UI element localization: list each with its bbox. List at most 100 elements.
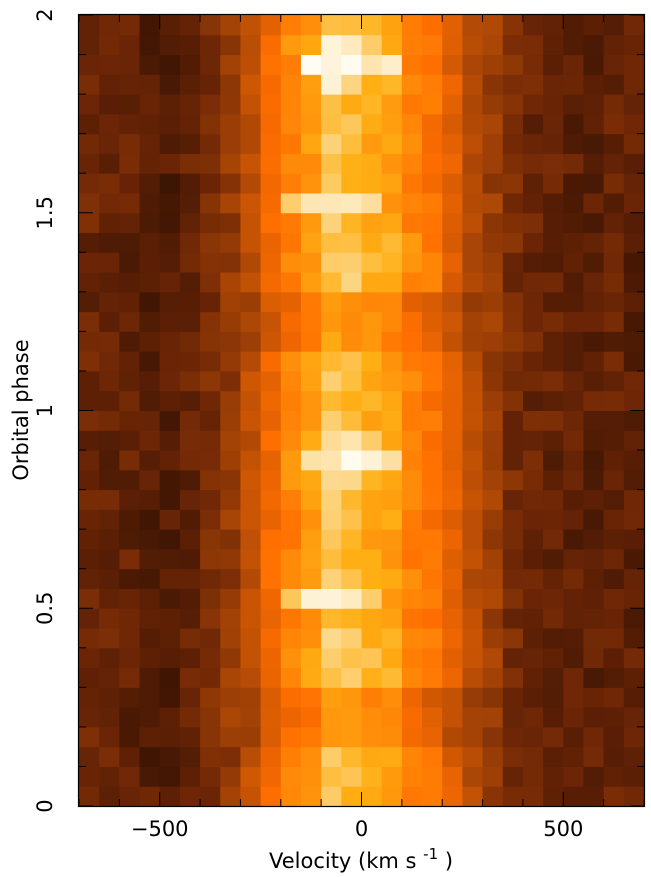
heatmap-cell xyxy=(179,94,201,115)
heatmap-cell xyxy=(361,410,383,431)
heatmap-cell xyxy=(99,15,120,36)
heatmap-cell xyxy=(401,311,423,332)
heatmap-cell xyxy=(321,786,342,807)
heatmap-cell xyxy=(563,232,584,253)
heatmap-cell xyxy=(401,450,423,471)
heatmap-cell xyxy=(159,153,181,174)
heatmap-cell xyxy=(119,34,141,56)
heatmap-cell xyxy=(361,746,383,767)
heatmap-cell xyxy=(260,450,282,471)
heatmap-cell xyxy=(79,331,100,352)
heatmap-cell xyxy=(119,687,141,708)
heatmap-cell xyxy=(623,608,645,629)
heatmap-cell xyxy=(79,568,100,589)
heatmap-cell xyxy=(502,588,524,609)
heatmap-cell xyxy=(260,212,282,234)
heatmap-cell xyxy=(401,153,423,174)
heatmap-cell xyxy=(603,489,625,510)
heatmap-cell xyxy=(220,548,241,570)
heatmap-cell xyxy=(139,34,161,56)
heatmap-cell xyxy=(462,291,484,313)
heatmap-cell xyxy=(623,291,645,313)
heatmap-cell xyxy=(381,272,403,293)
heatmap-cell xyxy=(583,192,605,214)
y-tick-label: 0.5 xyxy=(33,592,57,625)
heatmap-cell xyxy=(119,608,141,629)
heatmap-cell xyxy=(543,113,564,135)
heatmap-cell xyxy=(583,726,605,748)
heatmap-cell xyxy=(79,410,100,431)
heatmap-cell xyxy=(563,647,584,669)
heatmap-cell xyxy=(220,786,241,807)
heatmap-cell xyxy=(502,489,524,510)
heatmap-cell xyxy=(220,529,241,550)
heatmap-cell xyxy=(583,529,605,550)
heatmap-cell xyxy=(341,469,362,491)
heatmap-cell xyxy=(543,153,564,174)
heatmap-cell xyxy=(99,370,120,392)
heatmap-cell xyxy=(442,568,463,589)
heatmap-cells xyxy=(79,15,645,807)
x-tick-label: 500 xyxy=(543,817,583,841)
heatmap-cell xyxy=(442,192,463,214)
heatmap-cell xyxy=(220,252,241,273)
heatmap-cell xyxy=(119,173,141,194)
heatmap-cell xyxy=(99,212,120,234)
heatmap-cell xyxy=(341,94,362,115)
heatmap-cell xyxy=(482,667,504,688)
heatmap-cell xyxy=(79,489,100,510)
heatmap-cell xyxy=(119,351,141,372)
heatmap-cell xyxy=(119,311,141,332)
heatmap-cell xyxy=(300,54,322,75)
heatmap-cell xyxy=(240,608,262,629)
heatmap-cell xyxy=(563,469,584,491)
heatmap-cell xyxy=(159,133,181,154)
heatmap-cell xyxy=(422,34,443,56)
heatmap-cell xyxy=(583,588,605,609)
heatmap-cell xyxy=(522,588,544,609)
heatmap-cell xyxy=(543,94,564,115)
heatmap-cell xyxy=(623,252,645,273)
heatmap-cell xyxy=(341,450,362,471)
heatmap-cell xyxy=(482,726,504,748)
heatmap-cell xyxy=(361,687,383,708)
heatmap-cell xyxy=(502,272,524,293)
heatmap-cell xyxy=(240,588,262,609)
heatmap-cell xyxy=(139,687,161,708)
heatmap-cell xyxy=(220,667,241,688)
heatmap-cell xyxy=(200,726,221,748)
heatmap-cell xyxy=(200,766,221,787)
heatmap-cell xyxy=(482,370,504,392)
heatmap-cell xyxy=(502,15,524,36)
heatmap-cell xyxy=(462,588,484,609)
heatmap-cell xyxy=(260,489,282,510)
heatmap-cell xyxy=(442,410,463,431)
heatmap-cell xyxy=(381,291,403,313)
heatmap-cell xyxy=(280,608,302,629)
heatmap-cell xyxy=(321,94,342,115)
heatmap-cell xyxy=(442,94,463,115)
heatmap-cell xyxy=(200,54,221,75)
heatmap-cell xyxy=(280,153,302,174)
heatmap-cell xyxy=(220,707,241,728)
heatmap-cell xyxy=(361,608,383,629)
heatmap-cell xyxy=(280,311,302,332)
heatmap-cell xyxy=(623,153,645,174)
heatmap-cell xyxy=(442,469,463,491)
heatmap-cell xyxy=(442,707,463,728)
heatmap-cell xyxy=(220,311,241,332)
heatmap-cell xyxy=(341,707,362,728)
heatmap-cell xyxy=(220,370,241,392)
heatmap-cell xyxy=(583,351,605,372)
heatmap-cell xyxy=(502,331,524,352)
heatmap-cell xyxy=(381,311,403,332)
heatmap-cell xyxy=(139,628,161,649)
axis-tick-labels: −500 0 500 0 0.5 1 1.5 2 xyxy=(33,8,583,841)
heatmap-cell xyxy=(99,153,120,174)
heatmap-cell xyxy=(220,54,241,75)
heatmap-cell xyxy=(563,351,584,372)
heatmap-cell xyxy=(200,331,221,352)
heatmap-cell xyxy=(260,15,282,36)
heatmap-cell xyxy=(79,232,100,253)
heatmap-cell xyxy=(603,331,625,352)
